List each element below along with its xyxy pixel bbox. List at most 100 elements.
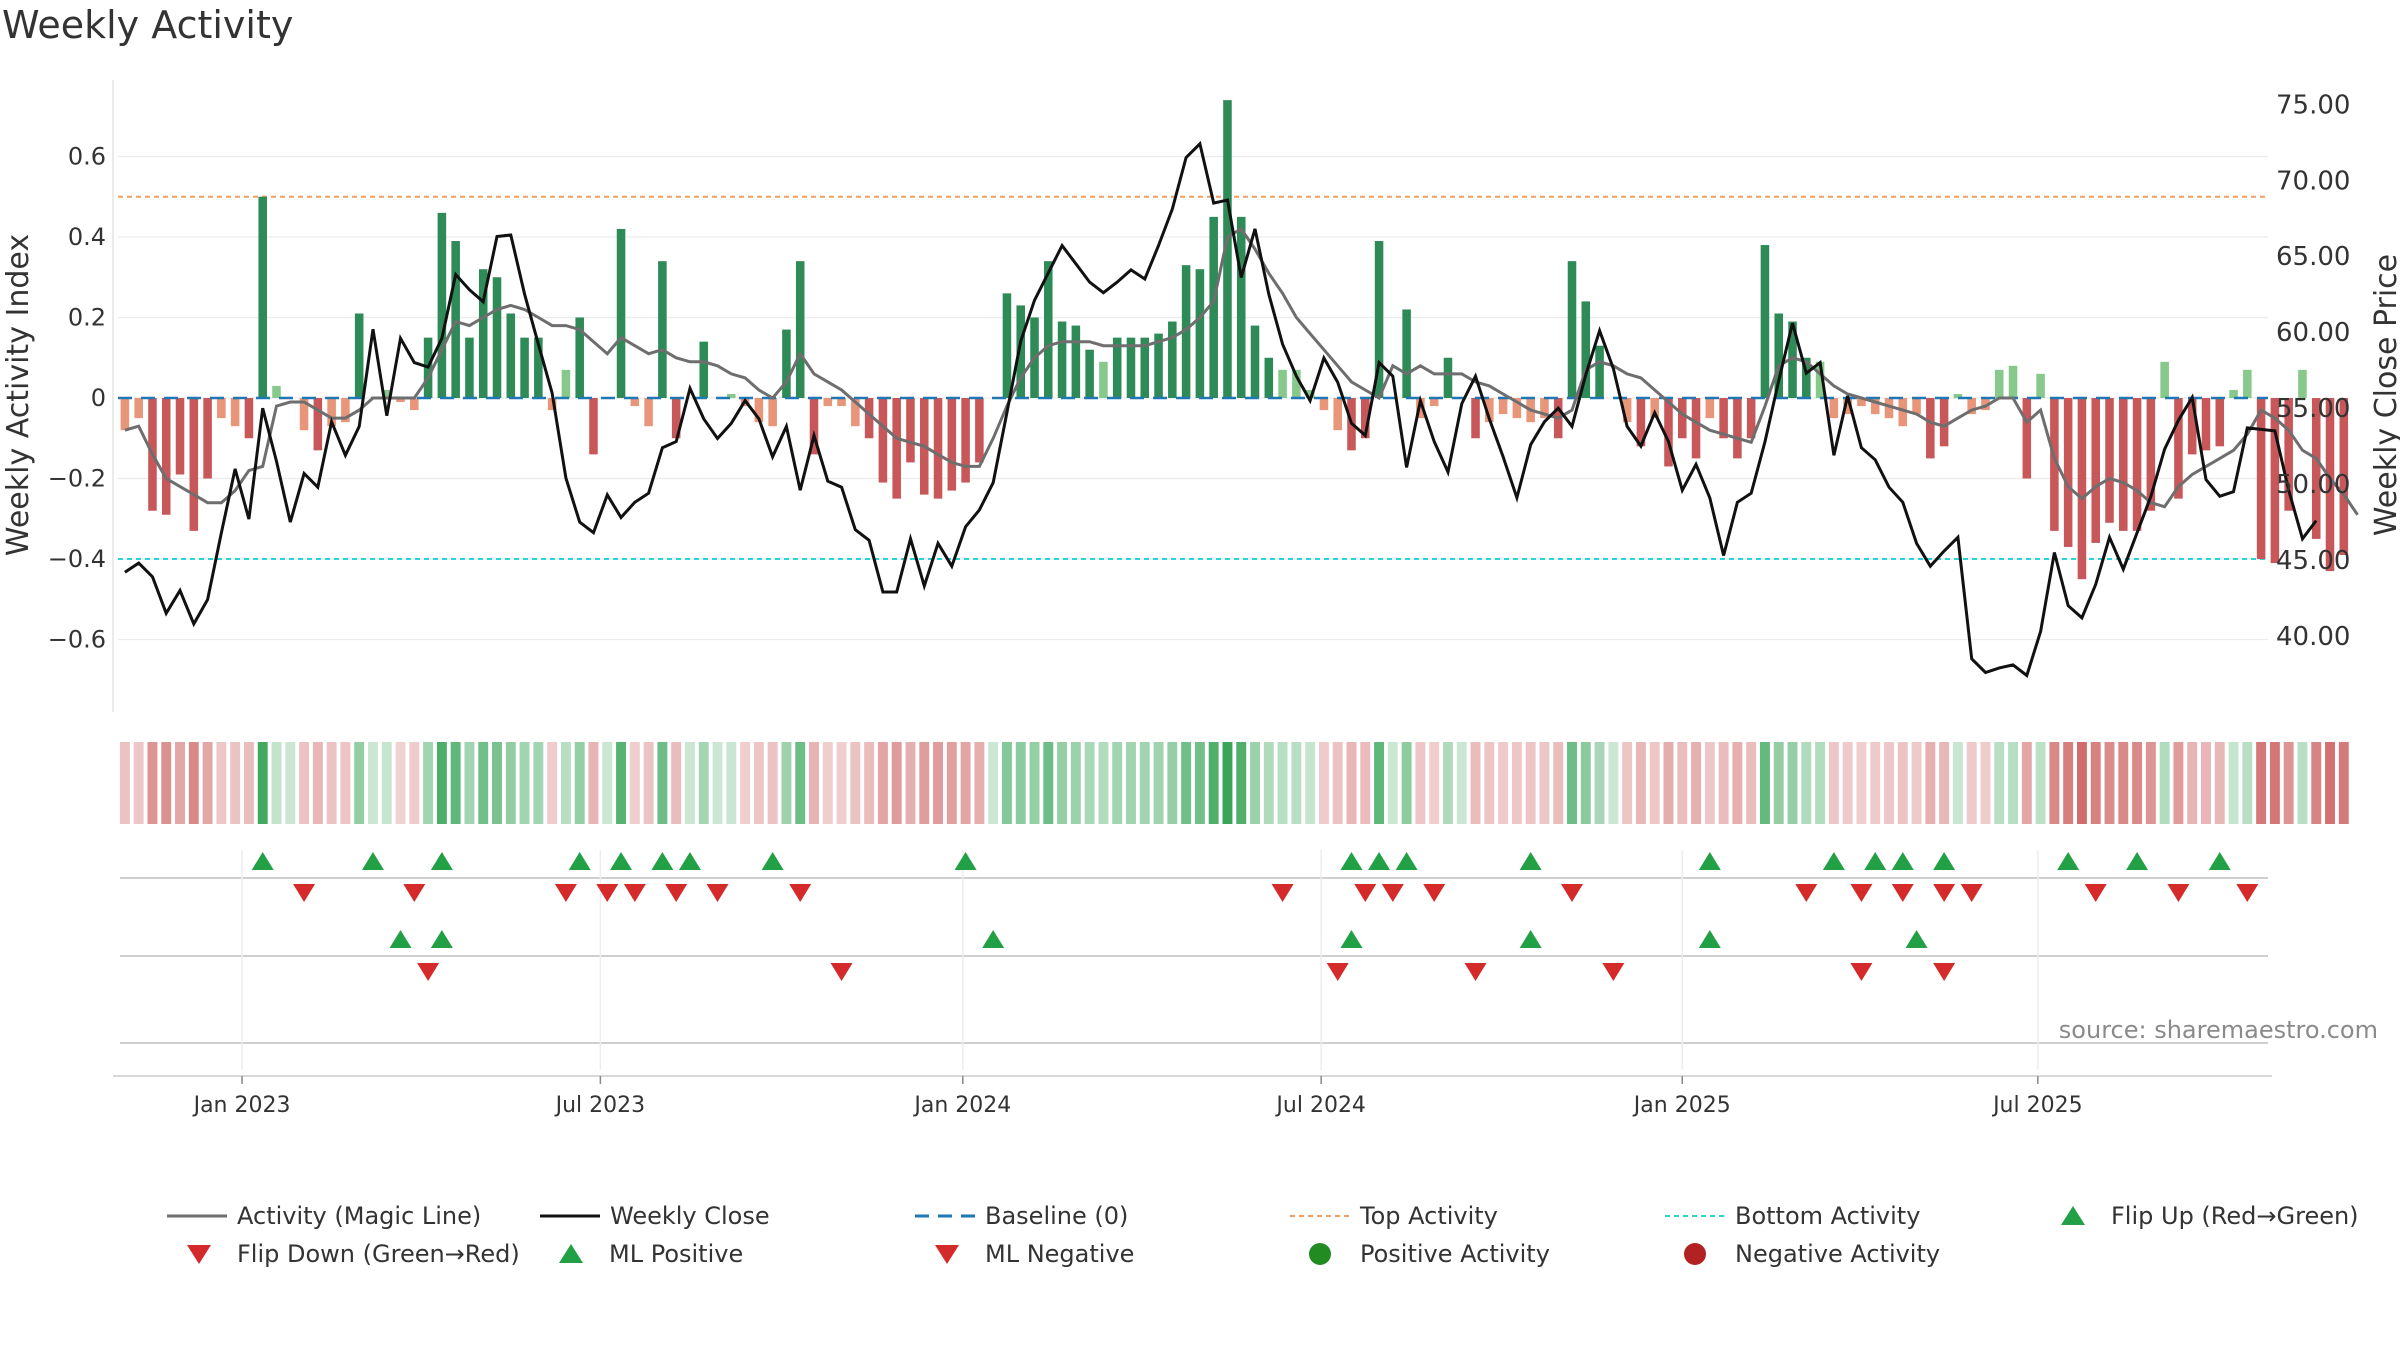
- activity-bar: [864, 398, 874, 439]
- flip-up-marker: [1864, 852, 1887, 870]
- activity-bar: [1774, 313, 1784, 399]
- flip-down-marker: [623, 884, 646, 902]
- flip-up-marker: [1340, 852, 1363, 870]
- heat-cell: [684, 742, 695, 824]
- activity-bar: [1278, 369, 1287, 399]
- y2-tick-label: 55.00: [2276, 394, 2350, 424]
- heat-cell: [753, 742, 764, 824]
- heat-cell: [340, 742, 351, 824]
- activity-bar: [1443, 357, 1453, 399]
- heat-cell: [1952, 742, 1963, 824]
- activity-bar: [1953, 393, 1963, 399]
- flip-down-marker: [1354, 884, 1377, 902]
- heat-cell: [312, 742, 323, 824]
- legend-label: Negative Activity: [1735, 1240, 1940, 1268]
- heat-cell: [1222, 742, 1233, 824]
- activity-bar: [410, 398, 419, 411]
- legend: Activity (Magic Line) Weekly Close Baselin…: [167, 1202, 2359, 1268]
- source-note: source: sharemaestro.com: [2059, 1016, 2378, 1044]
- heat-cell: [381, 742, 392, 824]
- heat-cell: [1635, 742, 1646, 824]
- activity-bar: [809, 398, 819, 455]
- activity-bar: [1926, 398, 1935, 459]
- legend-swatch: [187, 1245, 211, 1264]
- activity-bar: [1898, 398, 1908, 427]
- activity-bar: [1705, 398, 1715, 419]
- heat-cell: [1470, 742, 1481, 824]
- heat-cell: [616, 742, 627, 824]
- legend-label: Top Activity: [1359, 1202, 1498, 1230]
- x-tick-label: Jul 2023: [554, 1093, 646, 1118]
- activity-bar: [1664, 398, 1673, 467]
- activity-bar: [1815, 361, 1825, 399]
- heat-cell: [1043, 742, 1054, 824]
- heat-cell: [450, 742, 461, 824]
- legend-item-negact: Negative Activity: [1684, 1240, 1940, 1268]
- heat-cell: [809, 742, 819, 824]
- activity-bar: [616, 228, 626, 399]
- heat-cell: [1897, 742, 1908, 824]
- activity-bar: [823, 398, 833, 407]
- flip-up-marker: [678, 852, 701, 870]
- activity-bar: [1016, 305, 1025, 399]
- heat-cell: [2021, 742, 2032, 824]
- heat-cell: [1236, 742, 1247, 824]
- flip-down-marker: [596, 884, 619, 902]
- y2-tick-label: 70.00: [2276, 166, 2350, 196]
- activity-bar: [1361, 398, 1370, 439]
- activity-bar: [534, 337, 543, 399]
- heat-cell: [1608, 742, 1619, 824]
- activity-bar: [2036, 373, 2045, 399]
- heat-cell: [1842, 742, 1853, 824]
- heat-cell: [1759, 742, 1770, 824]
- activity-bar: [1498, 398, 1508, 415]
- heat-cell: [726, 742, 737, 824]
- activity-bar: [933, 398, 943, 499]
- heat-cell: [1539, 742, 1550, 824]
- legend-label: Bottom Activity: [1735, 1202, 1920, 1230]
- heat-cell: [1250, 742, 1260, 824]
- flip-down-marker: [1381, 884, 1404, 902]
- flip-up-marker: [1933, 852, 1956, 870]
- heat-cell: [1622, 742, 1633, 824]
- legend-swatch: [2061, 1206, 2085, 1225]
- heat-cell: [1980, 742, 1991, 824]
- activity-bar: [671, 398, 681, 439]
- activity-bar: [1319, 398, 1329, 411]
- heat-cell: [2145, 742, 2156, 824]
- activity-bar: [782, 329, 791, 399]
- activity-bar: [1112, 337, 1122, 399]
- heat-cell: [492, 742, 502, 824]
- heat-cell: [1346, 742, 1357, 824]
- heat-cell: [1677, 742, 1688, 824]
- activity-bar: [2325, 398, 2335, 572]
- activity-bar: [2256, 398, 2266, 560]
- heat-cell: [1208, 742, 1219, 824]
- activity-bar: [2105, 398, 2114, 523]
- heat-cell: [574, 742, 585, 824]
- heat-cell: [822, 742, 833, 824]
- heat-cell: [974, 742, 985, 824]
- ml-positive-marker: [1905, 930, 1928, 948]
- heat-cell: [960, 742, 971, 824]
- flip-down-marker: [789, 884, 812, 902]
- activity-bar: [313, 398, 323, 451]
- activity-bar: [630, 398, 640, 407]
- activity-bar: [837, 398, 846, 407]
- activity-bar: [2050, 398, 2059, 531]
- ml-positive-marker: [389, 930, 412, 948]
- heat-cell: [1828, 742, 1839, 824]
- activity-bar: [1912, 398, 1921, 415]
- heat-cell: [919, 742, 930, 824]
- y2-tick-label: 60.00: [2276, 318, 2350, 348]
- flip-up-marker: [361, 852, 384, 870]
- heat-cell: [2104, 742, 2115, 824]
- activity-bar: [2298, 369, 2307, 399]
- x-axis-ticks: Jan 2023 Jul 2023 Jan 2024 Jul 2024 Jan 2025…: [192, 1076, 2083, 1118]
- heat-cell: [1553, 742, 1564, 824]
- activity-bar: [1802, 357, 1811, 399]
- legend-label: Flip Up (Red→Green): [2111, 1202, 2359, 1230]
- heat-cell: [1925, 742, 1936, 824]
- heat-cell: [2325, 742, 2335, 824]
- flip-up-marker: [568, 852, 591, 870]
